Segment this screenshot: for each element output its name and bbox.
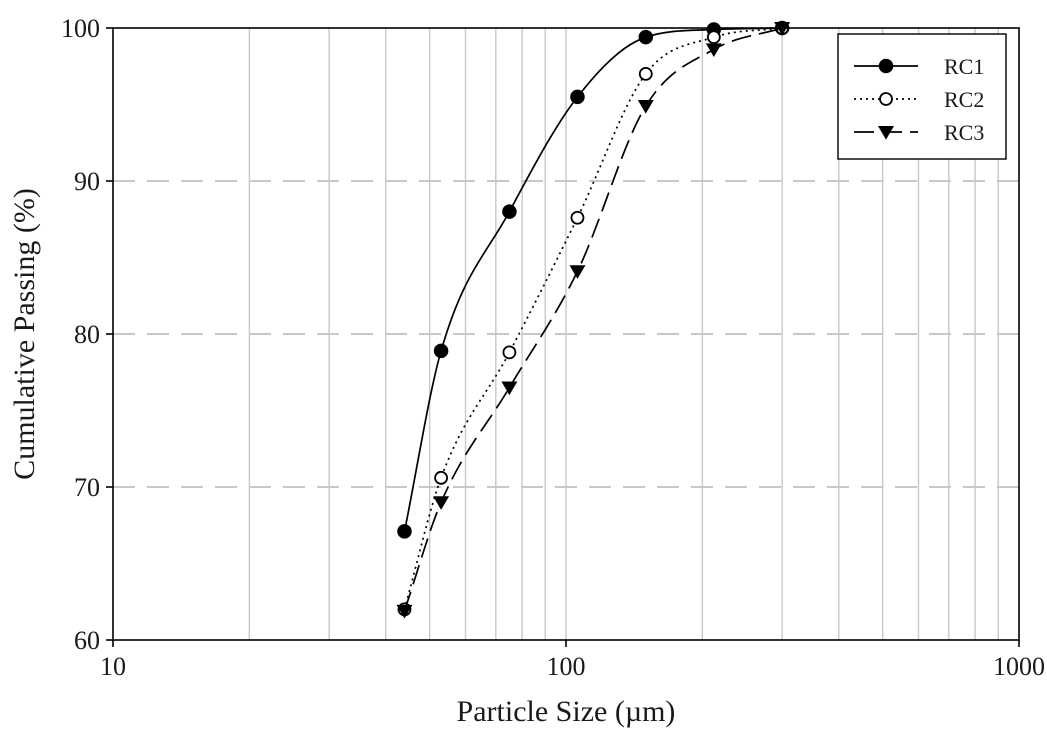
series-rc3-point [637,100,654,114]
series-rc1-point [638,29,654,45]
y-tick-label: 90 [74,167,100,196]
legend-rc3-point [878,126,894,140]
series-rc3-point [433,496,450,510]
legend-rc1-point [878,58,894,74]
tick-layer: 60 70 80 90 100 10 100 1000 [61,14,1045,681]
series-rc2-point [434,470,448,485]
x-tick-label: 10 [100,652,126,681]
series-rc3-point [705,43,722,58]
y-tick-label: 70 [74,473,100,502]
series-rc3-point [501,381,518,396]
legend-box [837,33,1007,160]
series-rc2-point [706,30,721,45]
series-rc2-point [570,210,585,225]
series-rc2-point [638,67,653,81]
legend: RC1 RC2 RC3 [837,33,1007,160]
series-rc2-line [403,27,783,610]
y-tick-label: 100 [61,14,100,43]
legend-rc2-point [879,92,893,106]
series-rc3-point [569,265,586,279]
series-rc3-line [403,27,783,612]
series-rc2-point [502,345,517,360]
legend-rc2-label: RC2 [944,87,984,112]
series-rc2 [397,21,790,617]
legend-rc3: RC3 [854,120,984,145]
series-rc3 [396,22,791,619]
legend-rc3-label: RC3 [944,120,984,145]
series-rc1-point [433,343,449,359]
series-layer [396,20,791,619]
legend-rc2: RC2 [854,87,984,112]
x-axis-title: Particle Size (µm) [457,695,676,728]
y-tick-label: 80 [74,320,100,349]
x-tick-label: 100 [547,652,586,681]
series-rc1-point [397,524,412,539]
x-tick-label: 1000 [993,652,1045,681]
y-tick-label: 60 [74,626,100,655]
series-rc1-line [403,27,783,532]
series-rc1-point [570,89,585,105]
series-rc1-point [502,204,517,219]
y-axis-title: Cumulative Passing (%) [8,188,41,480]
legend-rc1-label: RC1 [944,54,984,79]
legend-rc1: RC1 [854,54,984,79]
series-rc3-point [396,604,413,619]
series-rc1 [397,20,790,539]
